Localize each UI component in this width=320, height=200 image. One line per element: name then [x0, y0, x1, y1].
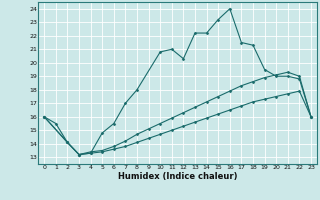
X-axis label: Humidex (Indice chaleur): Humidex (Indice chaleur) [118, 172, 237, 181]
